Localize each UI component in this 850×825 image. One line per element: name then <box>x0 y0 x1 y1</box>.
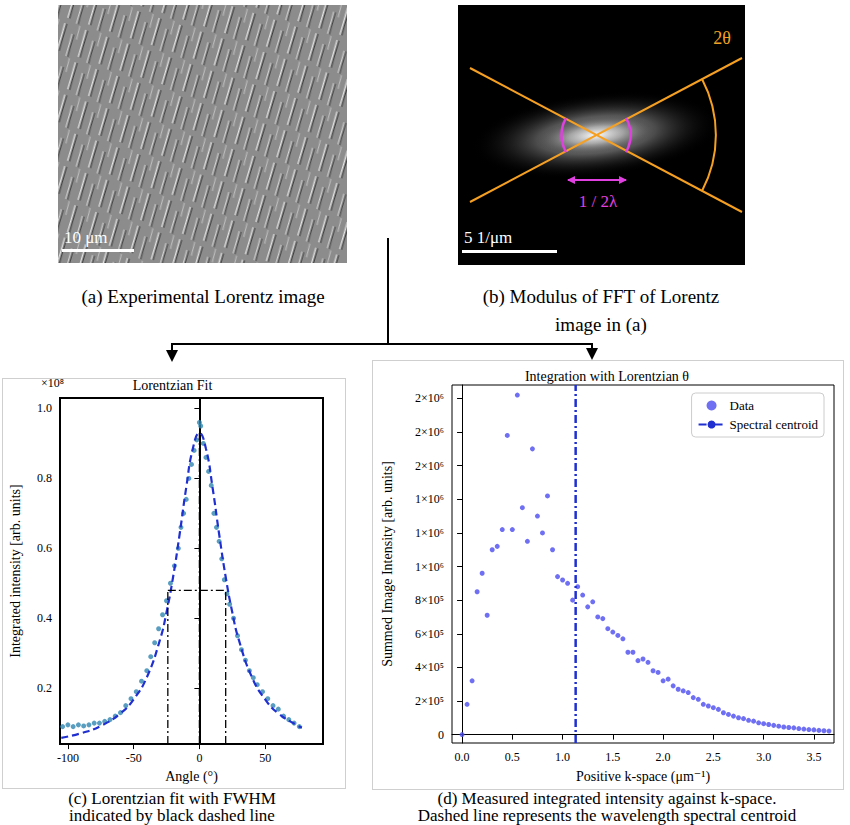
svg-text:Integrated intensity [arb. uni: Integrated intensity [arb. units] <box>8 484 23 657</box>
svg-text:2.5: 2.5 <box>706 750 721 764</box>
svg-text:(c) Lorentzian fit with FWHM: (c) Lorentzian fit with FWHM <box>68 789 276 808</box>
svg-text:1.0: 1.0 <box>37 401 52 415</box>
svg-text:indicated by black dashed line: indicated by black dashed line <box>69 806 275 825</box>
svg-text:1×10⁶: 1×10⁶ <box>415 560 444 574</box>
svg-text:1 / 2λ: 1 / 2λ <box>579 192 618 211</box>
svg-text:0.4: 0.4 <box>37 611 52 625</box>
svg-text:Angle (°): Angle (°) <box>165 769 218 785</box>
svg-text:8×10⁵: 8×10⁵ <box>415 593 444 607</box>
svg-text:0.6: 0.6 <box>37 541 52 555</box>
svg-text:0.5: 0.5 <box>505 750 520 764</box>
svg-text:1×10⁶: 1×10⁶ <box>415 526 444 540</box>
svg-text:10 μm: 10 μm <box>64 228 108 247</box>
svg-text:3.5: 3.5 <box>806 750 821 764</box>
svg-text:0.2: 0.2 <box>37 681 52 695</box>
svg-text:0: 0 <box>196 751 202 765</box>
svg-text:3.0: 3.0 <box>756 750 771 764</box>
svg-text:2×10⁵: 2×10⁵ <box>415 694 444 708</box>
svg-text:(b) Modulus of FFT of Lorentz: (b) Modulus of FFT of Lorentz <box>483 286 720 308</box>
svg-text:image in (a): image in (a) <box>555 314 647 336</box>
svg-text:2×10⁶: 2×10⁶ <box>415 459 444 473</box>
svg-text:5 1/μm: 5 1/μm <box>464 228 512 247</box>
svg-text:(a) Experimental Lorentz image: (a) Experimental Lorentz image <box>81 286 324 308</box>
svg-text:Positive k-space (μm⁻¹): Positive k-space (μm⁻¹) <box>576 769 711 785</box>
svg-text:-50: -50 <box>126 751 142 765</box>
svg-text:×10⁸: ×10⁸ <box>41 376 64 390</box>
svg-text:6×10⁵: 6×10⁵ <box>415 627 444 641</box>
svg-text:Dashed line represents the wav: Dashed line represents the wavelength sp… <box>418 806 797 825</box>
svg-text:Lorentzian Fit: Lorentzian Fit <box>133 378 213 393</box>
svg-text:Spectral centroid: Spectral centroid <box>730 417 819 432</box>
svg-text:4×10⁵: 4×10⁵ <box>415 660 444 674</box>
svg-text:1.5: 1.5 <box>605 750 620 764</box>
svg-text:(d) Measured integrated intens: (d) Measured integrated intensity agains… <box>437 789 777 808</box>
svg-text:2×10⁶: 2×10⁶ <box>415 425 444 439</box>
svg-text:50: 50 <box>259 751 271 765</box>
svg-text:-100: -100 <box>57 751 79 765</box>
svg-text:Summed Image Intensity [arb. u: Summed Image Intensity [arb. units] <box>380 461 395 667</box>
svg-text:0.8: 0.8 <box>37 471 52 485</box>
svg-text:2θ: 2θ <box>713 28 731 48</box>
svg-text:0: 0 <box>438 728 444 742</box>
svg-text:0.0: 0.0 <box>455 750 470 764</box>
svg-text:Data: Data <box>730 398 755 413</box>
svg-text:1×10⁶: 1×10⁶ <box>415 492 444 506</box>
svg-text:2.0: 2.0 <box>656 750 671 764</box>
svg-text:2×10⁶: 2×10⁶ <box>415 391 444 405</box>
svg-text:1.0: 1.0 <box>555 750 570 764</box>
svg-text:Integration with Lorentzian θ: Integration with Lorentzian θ <box>525 369 689 384</box>
